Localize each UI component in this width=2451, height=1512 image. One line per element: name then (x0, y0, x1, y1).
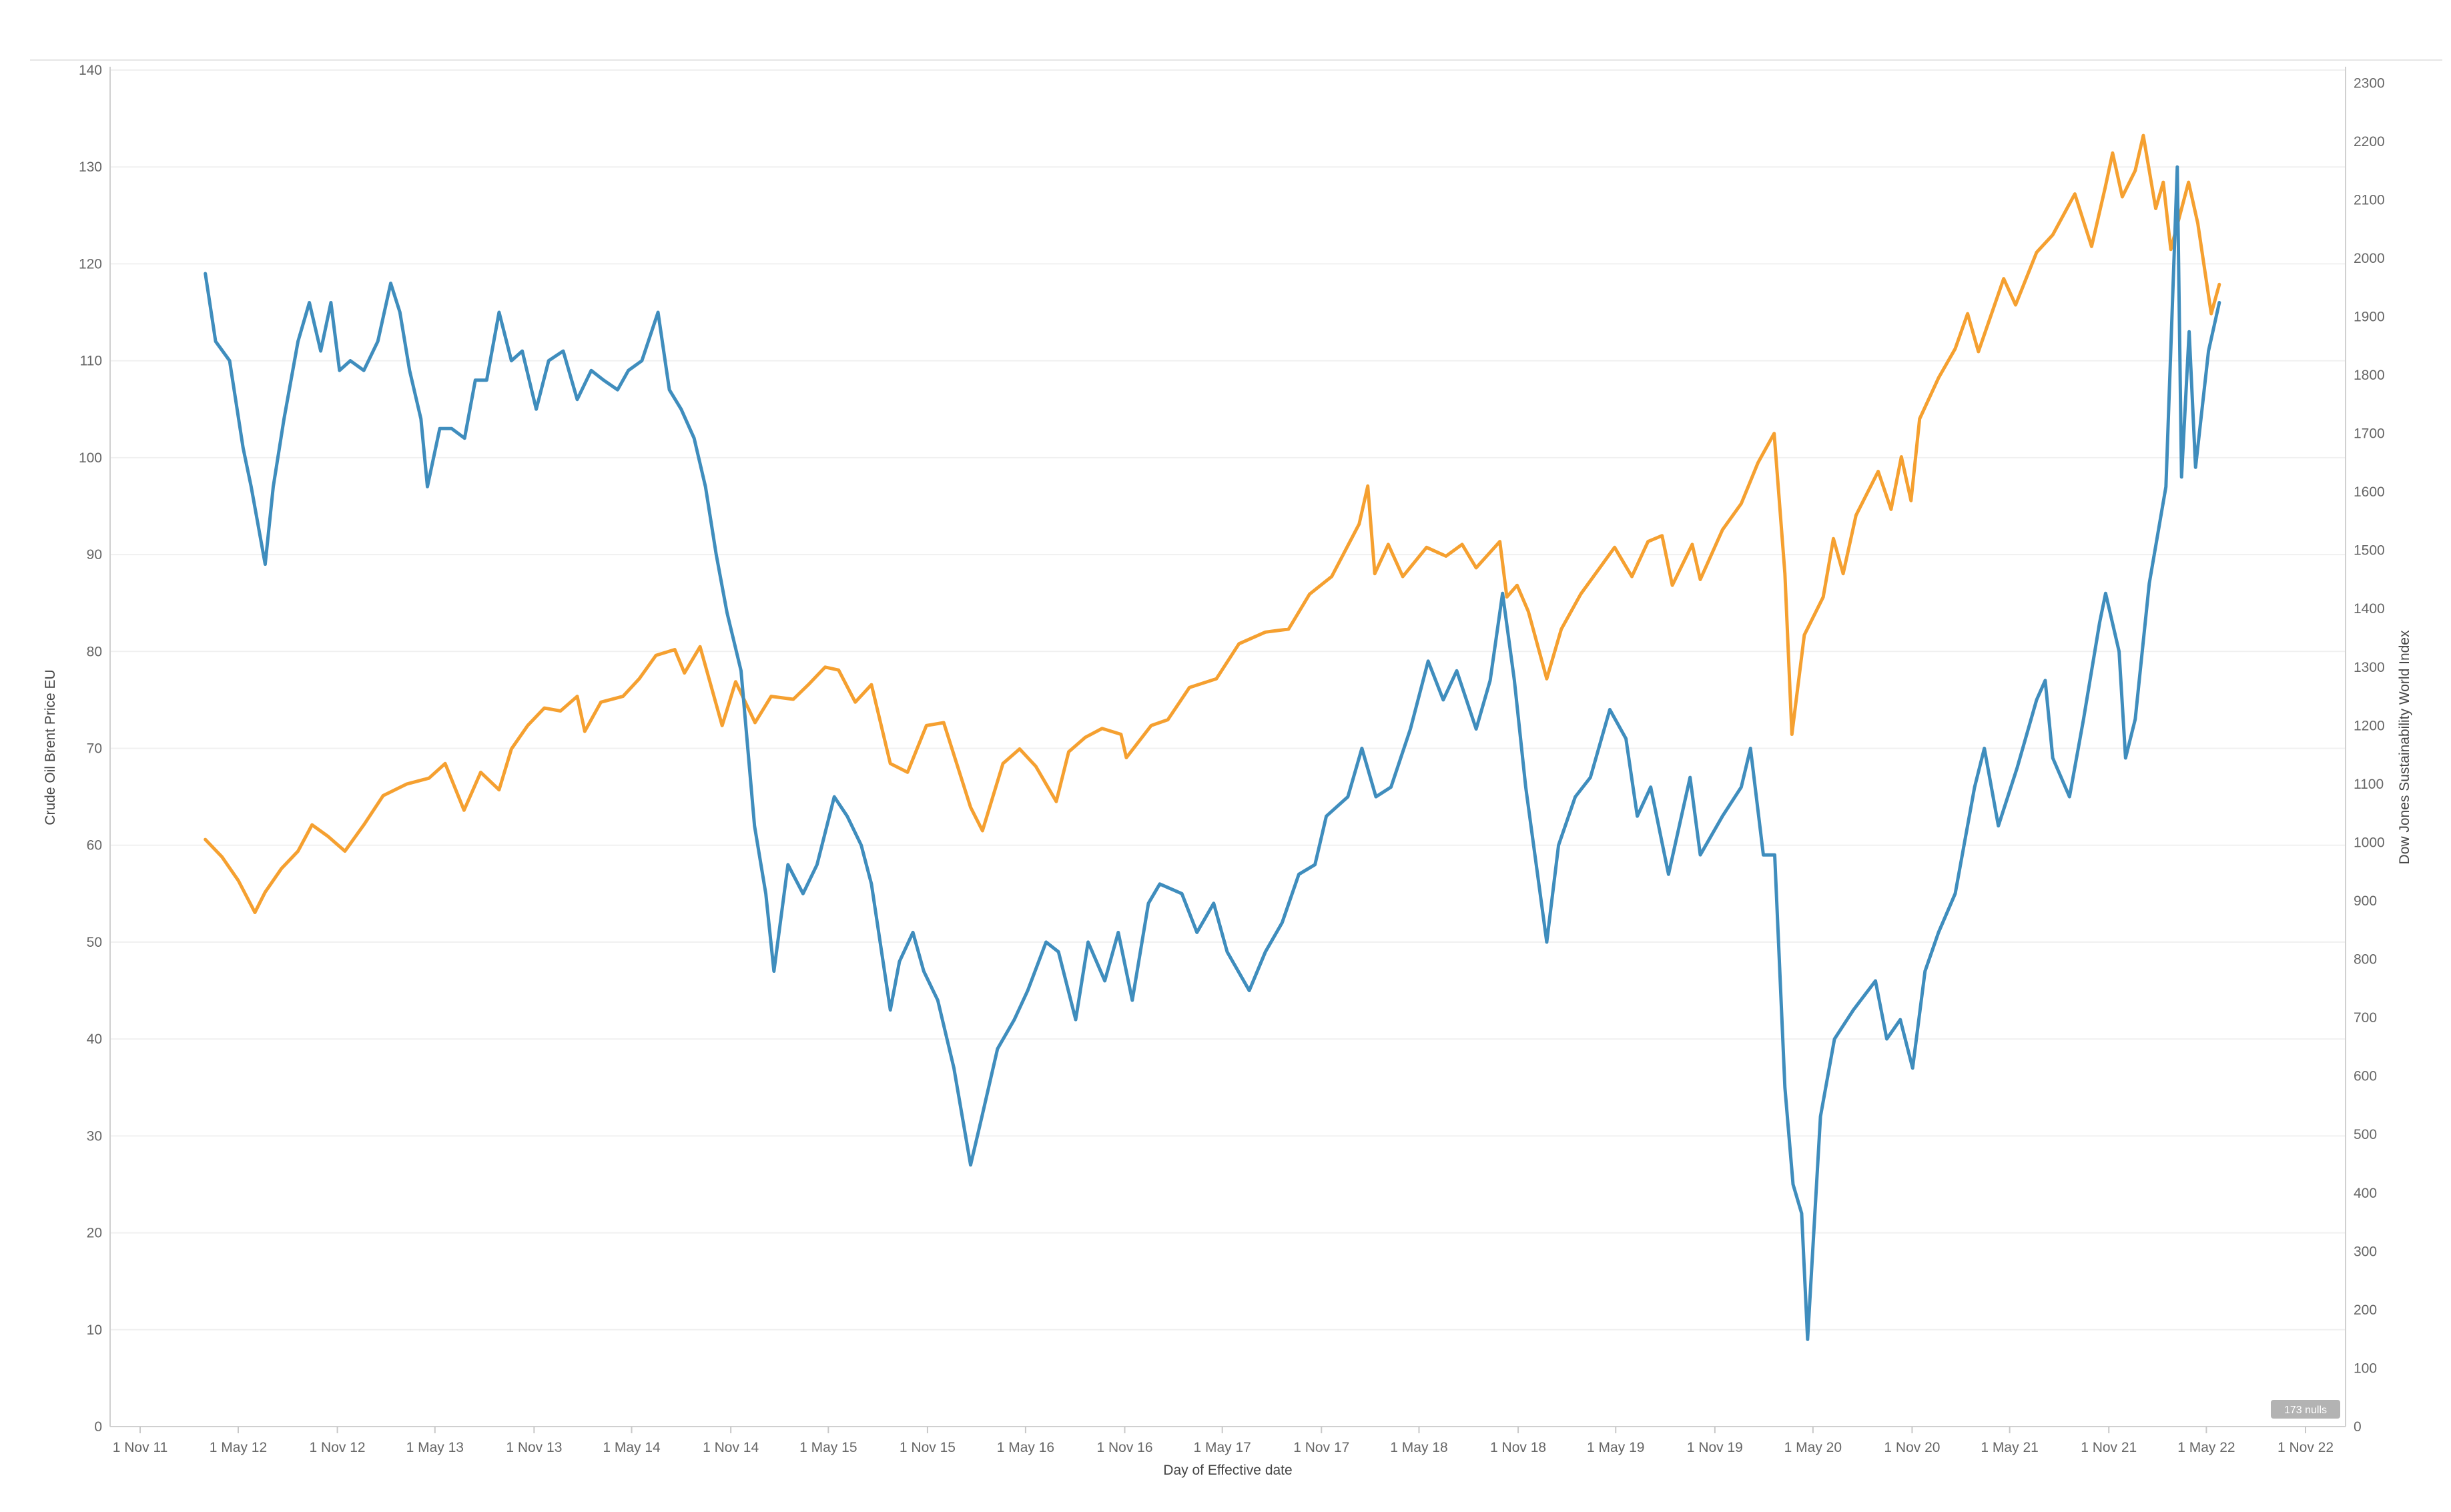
right-y-tick-label: 1100 (2354, 777, 2384, 792)
right-y-tick-label: 300 (2354, 1244, 2377, 1259)
left-y-tick-label: 110 (80, 354, 102, 369)
left-y-tick-label: 40 (87, 1032, 102, 1047)
left-y-tick-label: 90 (87, 547, 102, 562)
right-y-tick-label: 1500 (2354, 543, 2385, 558)
left-y-tick-label: 70 (87, 741, 102, 757)
x-tick-label: 1 Nov 17 (1293, 1440, 1349, 1455)
x-tick-label: 1 Nov 21 (2081, 1440, 2137, 1455)
right-y-tick-label: 1800 (2354, 368, 2385, 383)
nulls-badge[interactable] (2271, 1400, 2340, 1419)
right-y-axis-title: Dow Jones Sustainability World Index (2397, 630, 2412, 864)
x-tick-label: 1 Nov 20 (1884, 1440, 1940, 1455)
x-tick-label: 1 May 19 (1587, 1440, 1644, 1455)
right-y-tick-label: 1700 (2354, 426, 2385, 442)
x-tick-label: 1 May 12 (210, 1440, 267, 1455)
left-y-tick-label: 140 (79, 63, 102, 78)
dow-jones-sustainability-line[interactable] (204, 133, 2221, 914)
left-y-tick-label: 120 (79, 256, 102, 272)
x-tick-label: 1 Nov 13 (506, 1440, 562, 1455)
right-y-tick-label: 2200 (2354, 134, 2385, 149)
right-y-tick-label: 900 (2354, 893, 2377, 909)
x-tick-label: 1 May 20 (1784, 1440, 1842, 1455)
x-tick-label: 1 May 17 (1193, 1440, 1251, 1455)
left-y-tick-label: 130 (79, 159, 102, 175)
right-y-tick-label: 2100 (2354, 192, 2385, 208)
left-y-tick-label: 60 (87, 838, 102, 853)
left-y-tick-label: 20 (87, 1226, 102, 1241)
nulls-indicator[interactable]: 173 nulls (2271, 1400, 2340, 1419)
left-y-axis-ticks: 0 10 20 30 40 50 60 70 80 90 100 110 120 130 140 (79, 63, 102, 1435)
left-y-tick-label: 100 (79, 450, 102, 466)
right-y-tick-label: 1600 (2354, 484, 2385, 500)
right-y-tick-label: 1300 (2354, 660, 2385, 675)
x-tick-label: 1 Nov 22 (2278, 1440, 2334, 1455)
x-tick-label: 1 Nov 19 (1687, 1440, 1743, 1455)
nulls-label[interactable]: 173 nulls (2284, 1405, 2327, 1416)
left-y-tick-label: 0 (94, 1419, 102, 1435)
x-tick-label: 1 May 18 (1390, 1440, 1447, 1455)
left-y-tick-label: 50 (87, 935, 102, 950)
x-tick-label: 1 Nov 12 (310, 1440, 366, 1455)
right-y-tick-label: 700 (2354, 1010, 2377, 1026)
axes (109, 67, 2346, 1427)
right-y-tick-label: 1200 (2354, 718, 2385, 733)
right-y-tick-label: 600 (2354, 1069, 2377, 1084)
right-y-tick-label: 2000 (2354, 251, 2385, 266)
series-layer (204, 133, 2221, 1341)
right-y-tick-label: 200 (2354, 1302, 2377, 1318)
left-y-tick-label: 10 (87, 1322, 102, 1338)
x-tick-label: 1 May 21 (1981, 1440, 2038, 1455)
left-y-tick-label: 80 (87, 644, 102, 659)
right-y-tick-label: 1900 (2354, 309, 2385, 324)
left-y-axis-title: Crude Oil Brent Price EU (43, 669, 58, 825)
crude-oil-brent-line[interactable] (204, 165, 2221, 1341)
x-tick-label: 1 Nov 16 (1096, 1440, 1152, 1455)
x-tick-label: 1 May 14 (603, 1440, 661, 1455)
x-axis-title: Day of Effective date (1163, 1463, 1292, 1478)
left-y-tick-label: 30 (87, 1128, 102, 1144)
x-tick-label: 1 May 13 (406, 1440, 464, 1455)
right-y-tick-label: 1400 (2354, 601, 2385, 617)
x-tick-label: 1 Nov 15 (900, 1440, 956, 1455)
right-y-tick-label: 1000 (2354, 835, 2385, 850)
right-y-tick-label: 400 (2354, 1186, 2377, 1201)
right-y-axis-ticks: 0 100 200 300 400 500 600 700 800 900 1000 1100 1200… (2354, 75, 2385, 1435)
right-y-tick-label: 800 (2354, 952, 2377, 968)
right-y-tick-label: 2300 (2354, 75, 2385, 91)
gridlines (110, 69, 2346, 1331)
x-tick-label: 1 May 16 (997, 1440, 1054, 1455)
right-y-tick-label: 100 (2354, 1361, 2377, 1376)
x-tick-label: 1 May 22 (2177, 1440, 2235, 1455)
right-y-tick-label: 500 (2354, 1127, 2377, 1142)
x-tick-label: 1 Nov 11 (113, 1440, 168, 1455)
x-tick-label: 1 Nov 14 (703, 1440, 759, 1455)
x-tick-label: 1 Nov 18 (1490, 1440, 1546, 1455)
x-tick-label: 1 May 15 (799, 1440, 857, 1455)
x-axis-ticks: 1 Nov 11 1 May 12 1 Nov 12 1 May 13 1 Nov 13… (113, 1427, 2334, 1455)
right-y-tick-label: 0 (2354, 1419, 2362, 1435)
